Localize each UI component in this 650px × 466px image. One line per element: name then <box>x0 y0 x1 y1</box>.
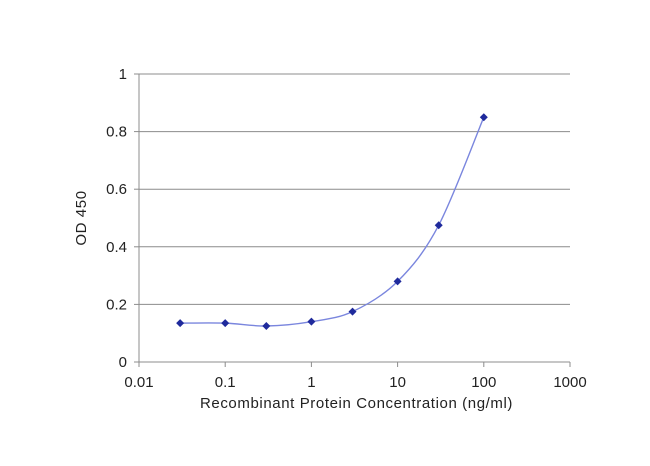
y-tick-label-1: 0.2 <box>106 296 127 313</box>
x-tick-label-3: 10 <box>389 374 406 391</box>
y-axis-title: OD 450 <box>73 190 90 245</box>
gridlines <box>139 73 570 305</box>
data-point-0 <box>176 319 185 328</box>
x-tick-label-1: 0.1 <box>215 374 236 391</box>
x-tick-label-5: 1000 <box>553 374 586 391</box>
data-point-5 <box>393 277 402 286</box>
data-point-6 <box>434 221 443 230</box>
data-point-3 <box>307 317 316 326</box>
data-point-7 <box>479 113 488 122</box>
data-series <box>176 113 488 330</box>
tick-labels: 0 0.2 0.4 0.6 0.8 1 0.01 0.1 1 10 100 1000 <box>106 66 587 391</box>
data-point-4 <box>348 307 357 316</box>
y-tick-label-3: 0.6 <box>106 181 127 198</box>
series-line-0 <box>180 116 485 327</box>
x-tick-label-4: 100 <box>471 374 496 391</box>
x-tick-label-2: 1 <box>307 374 315 391</box>
axes <box>134 73 571 367</box>
y-tick-label-2: 0.4 <box>106 239 127 256</box>
data-point-1 <box>221 319 230 328</box>
data-point-2 <box>262 322 271 330</box>
y-tick-label-0: 0 <box>119 354 127 371</box>
y-tick-label-5: 1 <box>119 66 127 83</box>
y-tick-label-4: 0.8 <box>106 124 127 141</box>
x-tick-label-0: 0.01 <box>124 374 153 391</box>
x-axis-title: Recombinant Protein Concentration (ng/ml… <box>200 395 513 412</box>
